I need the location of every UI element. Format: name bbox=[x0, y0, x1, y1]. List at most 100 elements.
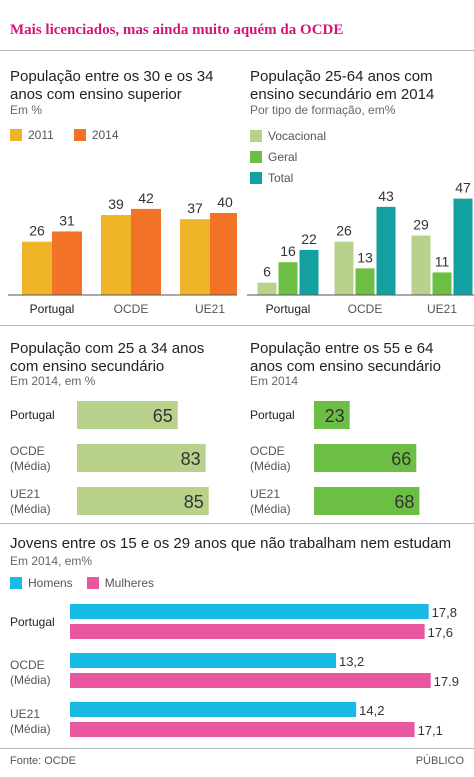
category-label-ue21: UE21 bbox=[427, 302, 457, 316]
legend-swatch-vocacional bbox=[250, 130, 262, 142]
chart2-subtitle: Por tipo de formação, em% bbox=[250, 103, 396, 117]
bar-portugal-geral bbox=[278, 262, 298, 295]
category-label-portugal: Portugal bbox=[30, 302, 75, 316]
chart2-legend-total: Total bbox=[250, 171, 293, 185]
chart2-legend-vocacional: Vocacional bbox=[250, 129, 326, 143]
category-label-portugal: Portugal bbox=[266, 302, 311, 316]
value-label-ocde-geral: 13 bbox=[357, 249, 373, 265]
divider bbox=[0, 325, 474, 326]
publisher-credit: PÚBLICO bbox=[415, 755, 464, 767]
value-label-ocde-2011: 39 bbox=[108, 196, 124, 212]
bar-ue21-media bbox=[77, 487, 209, 515]
legend-swatch-2014 bbox=[73, 129, 86, 141]
divider bbox=[0, 50, 474, 51]
category-label-ocde-media-0: OCDE bbox=[10, 444, 45, 458]
legend-swatch-2011 bbox=[10, 129, 22, 141]
category-label-ue21-media-0: UE21 bbox=[10, 487, 40, 501]
bar-portugal bbox=[314, 401, 350, 429]
bar-ocde-media-homens bbox=[70, 653, 336, 668]
legend-swatch-geral bbox=[250, 151, 262, 163]
value-label-ocde-total: 43 bbox=[378, 188, 394, 204]
bar-ocde-geral bbox=[355, 268, 375, 295]
value-label-ue21-2014: 40 bbox=[217, 194, 233, 210]
value-label-ocde-media-homens: 13,2 bbox=[339, 654, 364, 669]
bar-ocde-vocacional bbox=[334, 241, 354, 295]
bar-ocde-media-mulheres bbox=[70, 673, 431, 688]
bar-ue21-vocacional bbox=[411, 235, 431, 295]
bar-portugal-total bbox=[299, 249, 319, 295]
value-label-portugal-vocacional: 6 bbox=[263, 264, 271, 280]
bar-ue21-media-homens bbox=[70, 702, 357, 717]
category-label-ue21-media-0: UE21 bbox=[250, 487, 280, 501]
bar-ue21-2011 bbox=[180, 219, 210, 295]
value-label-ocde-2014: 42 bbox=[138, 190, 154, 206]
value-label-portugal-2014: 31 bbox=[59, 212, 75, 228]
value-label-portugal-homens: 17,8 bbox=[432, 605, 457, 620]
legend-label-homens: Homens bbox=[28, 576, 73, 590]
chart1-title: População entre os 30 e os 34 anos com e… bbox=[10, 68, 214, 103]
category-label-ue21: UE21 bbox=[195, 302, 225, 316]
bar-portugal-mulheres bbox=[70, 624, 425, 639]
chart5-legend: Homens Mulheres bbox=[10, 576, 154, 590]
bar-portugal-vocacional bbox=[257, 282, 277, 295]
category-label-portugal: Portugal bbox=[10, 408, 55, 422]
category-label-ocde: OCDE bbox=[348, 302, 383, 316]
value-label-ocde-vocacional: 26 bbox=[336, 223, 352, 239]
legend-label-mulheres: Mulheres bbox=[104, 576, 155, 590]
bar-ocde-media bbox=[77, 444, 206, 472]
chart2-title: População 25-64 anos com ensino secundár… bbox=[250, 68, 435, 103]
chart1-plot: 26 31 Portugal 39 42 OCDE 37 40 UE21 bbox=[8, 190, 237, 316]
legend-label-2014: 2014 bbox=[91, 128, 119, 142]
category-label-ue21-media-1: (Média) bbox=[10, 722, 51, 736]
legend-label-geral: Geral bbox=[268, 150, 298, 164]
legend-label-vocacional: Vocacional bbox=[268, 129, 327, 143]
value-label-ue21-geral: 11 bbox=[435, 253, 450, 269]
bar-ue21-media-mulheres bbox=[70, 722, 415, 737]
value-label-ue21-media-homens: 14,2 bbox=[359, 703, 384, 718]
divider bbox=[0, 748, 474, 749]
value-label-portugal-geral: 16 bbox=[280, 243, 296, 259]
bar-ue21-geral bbox=[432, 272, 452, 295]
chart3-subtitle: Em 2014, em % bbox=[10, 374, 96, 388]
divider bbox=[0, 523, 474, 524]
value-label-portugal: 23 bbox=[325, 406, 345, 426]
source-note: Fonte: OCDE bbox=[10, 755, 77, 767]
value-label-portugal: 65 bbox=[153, 406, 173, 426]
value-label-portugal-total: 22 bbox=[301, 231, 317, 247]
chart3-title: População com 25 a 34 anos com ensino se… bbox=[10, 340, 205, 375]
category-label-ocde: OCDE bbox=[114, 302, 149, 316]
bar-ue21-media bbox=[314, 487, 420, 515]
value-label-ocde-media-mulheres: 17.9 bbox=[434, 674, 459, 689]
category-label-portugal: Portugal bbox=[10, 615, 55, 629]
category-label-ocde-media-1: (Média) bbox=[10, 673, 51, 687]
headline: Mais licenciados, mas ainda muito aquém … bbox=[10, 22, 344, 38]
legend-swatch-total bbox=[250, 172, 262, 184]
chart4-title: População entre os 55 e 64 anos com ensi… bbox=[250, 340, 441, 375]
bar-ocde-2014 bbox=[131, 208, 161, 295]
category-label-ue21-media-0: UE21 bbox=[10, 707, 40, 721]
category-label-ocde-media-0: OCDE bbox=[250, 444, 285, 458]
value-label-ocde-media: 66 bbox=[391, 449, 411, 469]
chart2-legend-geral: Geral bbox=[250, 150, 297, 164]
bar-ue21-total bbox=[453, 198, 473, 295]
bar-portugal-2014 bbox=[52, 231, 82, 295]
chart5-title: Jovens entre os 15 e os 29 anos que não … bbox=[10, 535, 452, 552]
value-label-ue21-media: 68 bbox=[394, 492, 414, 512]
legend-swatch-homens bbox=[10, 577, 22, 589]
value-label-ue21-media: 85 bbox=[184, 492, 204, 512]
value-label-ue21-total: 47 bbox=[455, 180, 471, 196]
legend-label-total: Total bbox=[268, 171, 294, 185]
category-label-ocde-media-1: (Média) bbox=[250, 459, 291, 473]
chart5-plot: 17,817,6Portugal13,217.9OCDE(Média)14,21… bbox=[10, 604, 459, 738]
chart4-subtitle: Em 2014 bbox=[250, 374, 299, 388]
bar-ue21-2014 bbox=[210, 213, 237, 295]
bar-portugal bbox=[77, 401, 178, 429]
bar-ocde-media bbox=[314, 444, 417, 472]
value-label-portugal-mulheres: 17,6 bbox=[428, 625, 453, 640]
value-label-ue21-2011: 37 bbox=[187, 200, 203, 216]
category-label-ocde-media-0: OCDE bbox=[10, 658, 45, 672]
category-label-portugal: Portugal bbox=[250, 408, 295, 422]
category-label-ue21-media-1: (Média) bbox=[10, 502, 51, 516]
